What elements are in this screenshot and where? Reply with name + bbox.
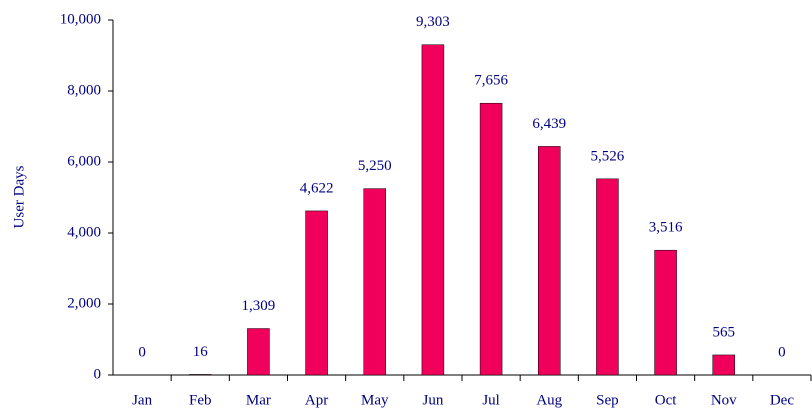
value-label: 7,656 (474, 73, 508, 89)
y-tick-label: 4,000 (67, 224, 101, 240)
x-tick-label: Sep (596, 392, 619, 408)
x-tick-label: Mar (246, 392, 271, 408)
y-tick-label: 6,000 (67, 153, 101, 169)
x-tick-label: Dec (770, 392, 794, 408)
value-label: 9,303 (416, 14, 450, 30)
x-tick-label: Nov (711, 392, 737, 408)
bar (305, 210, 328, 376)
value-label: 1,309 (242, 298, 276, 314)
value-label: 3,516 (649, 220, 683, 236)
value-label: 5,526 (591, 148, 625, 164)
x-tick-label: Feb (189, 392, 212, 408)
x-tick-label: Oct (655, 392, 677, 408)
bar (654, 249, 677, 376)
bar (247, 328, 270, 376)
value-label: 4,622 (300, 180, 334, 196)
x-tick-label: Jan (132, 392, 152, 408)
value-label: 6,439 (532, 116, 566, 132)
value-label: 16 (193, 344, 209, 360)
bar (363, 188, 386, 376)
bar (596, 178, 619, 376)
bar (479, 102, 503, 376)
bar (421, 44, 445, 376)
bar (189, 374, 212, 376)
y-tick-label: 0 (94, 366, 102, 382)
value-label: 0 (138, 344, 146, 360)
y-tick-label: 8,000 (67, 82, 101, 98)
value-label: 5,250 (358, 158, 392, 174)
y-axis-label: User Days (11, 165, 27, 228)
y-tick-label: 2,000 (67, 295, 101, 311)
y-tick-label: 10,000 (60, 11, 101, 27)
x-tick-label: Jul (482, 392, 500, 408)
value-label: 0 (778, 344, 786, 360)
x-tick-label: Jun (422, 392, 443, 408)
x-tick-label: May (361, 392, 389, 408)
value-label: 565 (713, 324, 736, 340)
x-tick-label: Aug (536, 392, 562, 408)
bar (538, 146, 561, 376)
x-tick-label: Apr (305, 392, 328, 408)
bar (712, 354, 735, 376)
